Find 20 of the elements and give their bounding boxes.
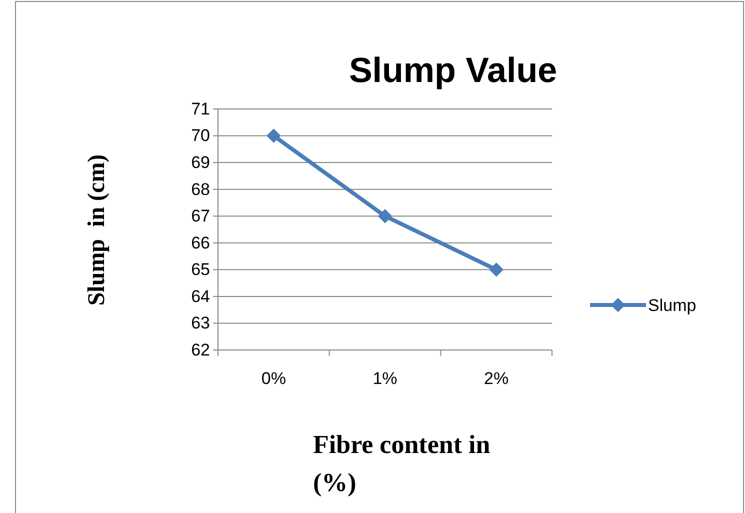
y-tick-label: 70 [191,126,210,146]
chart-title: Slump Value [348,51,558,90]
point [266,128,281,143]
point [378,208,392,224]
y-tick-label: 67 [191,206,210,226]
y-tick-label: 66 [191,233,210,252]
point [489,262,504,277]
x-tick-label: 2% [484,369,509,388]
x-tick-label: 1% [372,369,398,388]
y-tick-label: 63 [191,314,210,333]
y-tick-label: 68 [191,180,210,199]
y-tick-label: 71 [191,99,210,118]
legend-label: Slump [648,296,696,315]
y-tick-label: 62 [191,340,210,360]
y-axis-title: Slump in (cm) [84,154,110,306]
x-tick-label: 0% [261,369,286,388]
y-tick-label: 69 [191,152,210,172]
y-tick-label: 64 [191,286,210,306]
y-tick-label: 65 [191,260,210,280]
x-axis-title: Fibre content in (%) [313,430,491,497]
